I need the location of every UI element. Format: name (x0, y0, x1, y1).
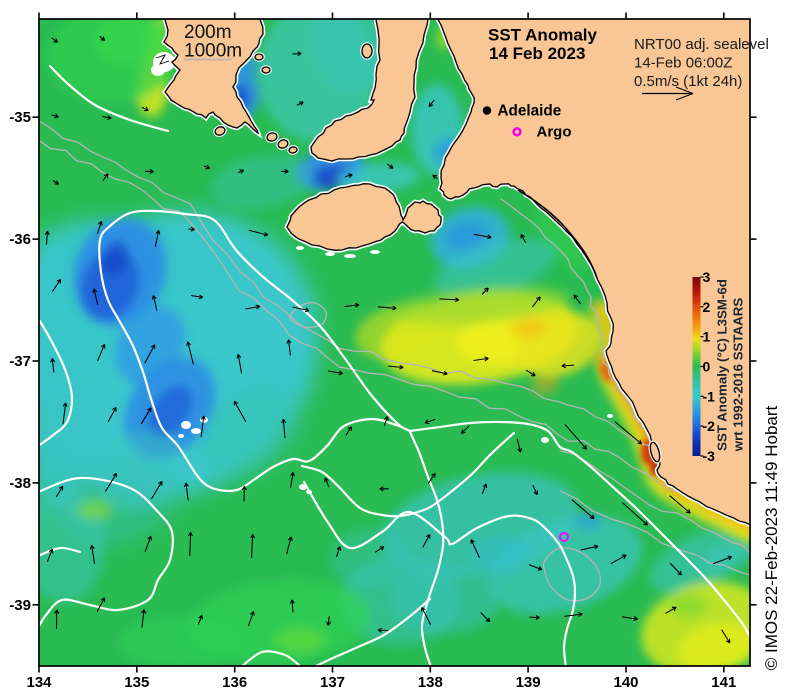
svg-text:14 Feb 2023: 14 Feb 2023 (489, 44, 585, 63)
svg-text:wrt 1992-2016 SSTAARS: wrt 1992-2016 SSTAARS (731, 298, 746, 453)
svg-text:136: 136 (222, 674, 247, 691)
svg-text:SST Anomaly (°C) L3SM-6d: SST Anomaly (°C) L3SM-6d (715, 279, 730, 451)
svg-text:0.5m/s (1kt 24h): 0.5m/s (1kt 24h) (634, 73, 742, 90)
svg-text:3: 3 (703, 269, 711, 285)
svg-text:-35: -35 (9, 109, 31, 126)
svg-text:-39: -39 (9, 597, 31, 614)
svg-text:-3: -3 (703, 448, 716, 464)
svg-text:NRT00 adj. sealevel: NRT00 adj. sealevel (634, 36, 769, 53)
svg-text:SST Anomaly: SST Anomaly (488, 26, 597, 45)
svg-text:141: 141 (711, 674, 736, 691)
svg-text:-37: -37 (9, 353, 31, 370)
svg-text:0: 0 (703, 359, 711, 375)
svg-text:-1: -1 (703, 388, 716, 404)
svg-text:138: 138 (418, 674, 443, 691)
svg-text:14-Feb 06:00Z: 14-Feb 06:00Z (634, 55, 732, 72)
svg-text:1000m: 1000m (184, 41, 242, 62)
svg-text:Adelaide: Adelaide (498, 103, 562, 120)
svg-text:135: 135 (124, 674, 149, 691)
svg-text:139: 139 (516, 674, 541, 691)
svg-text:-2: -2 (703, 418, 716, 434)
svg-text:Argo: Argo (537, 124, 572, 141)
svg-text:200m: 200m (184, 22, 232, 43)
svg-text:© IMOS 22-Feb-2023 11:49 Hobar: © IMOS 22-Feb-2023 11:49 Hobart (762, 405, 781, 670)
svg-text:1: 1 (703, 329, 711, 345)
svg-text:140: 140 (613, 674, 638, 691)
svg-text:-36: -36 (9, 231, 31, 248)
svg-text:134: 134 (26, 674, 52, 691)
svg-text:-38: -38 (9, 475, 31, 492)
svg-text:2: 2 (703, 299, 711, 315)
svg-text:137: 137 (320, 674, 345, 691)
